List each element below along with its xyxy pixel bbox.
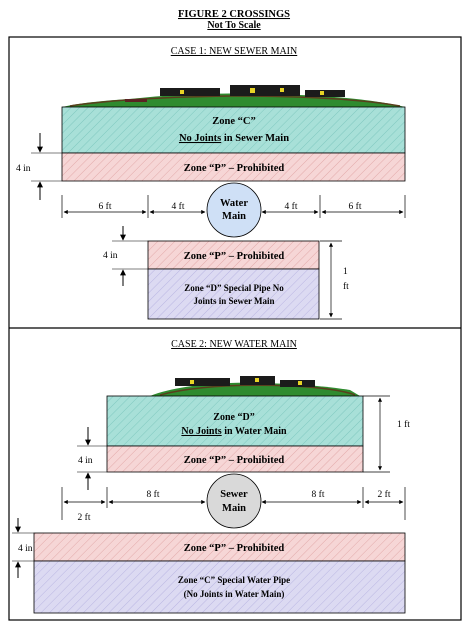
case1-dim-d2: 4 ft: [172, 201, 185, 212]
case1-dim-right-2: ft: [343, 281, 349, 292]
case2-zone-d-text: No Joints in Water Main: [181, 426, 287, 437]
case2-zone-c: [33, 560, 406, 614]
case2-zone-d-no-joints: No Joints: [181, 426, 221, 437]
case1-ground: [62, 85, 405, 107]
case2-4in-marker-bottom: [12, 518, 34, 578]
case1-4in-marker: [31, 133, 62, 200]
case1-zone-d-line1: Zone “D” Special Pipe No: [184, 283, 284, 293]
case2-dim-right-top: 1 ft: [397, 419, 410, 430]
case1-zone-c-text: No Joints in Sewer Main: [179, 133, 289, 144]
case1-zone-c-in-sewer: in Sewer Main: [221, 133, 289, 144]
case2-heading: CASE 2: NEW WATER MAIN: [171, 339, 297, 350]
case1-4in-marker-bottom: [112, 226, 148, 286]
case2-dim-far-left: 2 ft: [78, 512, 91, 523]
case1-pipe-line2: Main: [222, 211, 246, 222]
case1-pipe-line1: Water: [220, 198, 248, 209]
case2-zone-p-bottom: [33, 532, 406, 562]
case1-dim-d3: 4 ft: [285, 201, 298, 212]
case1-zone-c: [61, 106, 406, 154]
case1-water-main-pipe: [206, 182, 262, 238]
case2-zone-c-line1: Zone “C” Special Water Pipe: [178, 575, 290, 585]
case1-dim-right-1: 1: [343, 267, 348, 277]
case2-zone-c-line2: (No Joints in Water Main): [184, 589, 285, 599]
case1-zone-c-title: Zone “C”: [212, 116, 255, 127]
case2-pipe-line1: Sewer: [220, 489, 248, 500]
case1-heading: CASE 1: NEW SEWER MAIN: [171, 46, 297, 57]
case2-ground: [150, 376, 360, 396]
figure-subtitle: Not To Scale: [207, 20, 261, 31]
case2-zone-d-title: Zone “D”: [213, 412, 254, 423]
case2-1ft-marker: [363, 395, 390, 473]
case2-4in-marker: [77, 427, 107, 490]
case1-zone-d: [147, 268, 320, 320]
case1-zone-p-top: [61, 152, 406, 182]
case2-zone-p-top-label: Zone “P” – Prohibited: [184, 455, 285, 466]
case1-dim-side-bottom: 4 in: [103, 251, 118, 261]
case1-dim-side-top: 4 in: [16, 164, 31, 174]
case1-dim-d1: 6 ft: [99, 201, 112, 212]
case1-zone-p-top-label: Zone “P” – Prohibited: [184, 163, 285, 174]
case2-sewer-main-pipe: [206, 473, 262, 529]
case1-zone-p-bottom-label: Zone “P” – Prohibited: [184, 251, 285, 262]
case2-horizontal-dims: [61, 487, 406, 520]
case2-dim-far-right: 2 ft: [378, 489, 391, 500]
figure-title: FIGURE 2 CROSSINGS: [178, 9, 290, 20]
case2-dim-side-top: 4 in: [78, 456, 93, 466]
case2-dim-side-bottom: 4 in: [18, 544, 33, 554]
case2-zone-p-top: [106, 445, 364, 473]
case2-zone-p-bottom-label: Zone “P” – Prohibited: [184, 543, 285, 554]
case1-zone-c-no-joints: No Joints: [179, 133, 221, 144]
case1-horizontal-dims: [61, 195, 406, 218]
case1-1ft-marker: [320, 240, 342, 320]
case2-zone-d: [106, 395, 364, 447]
case2-pipe-line2: Main: [222, 503, 246, 514]
case2-dim-right: 8 ft: [312, 489, 325, 500]
case1-zone-d-line2: Joints in Sewer Main: [193, 296, 274, 306]
case2-dim-left: 8 ft: [147, 489, 160, 500]
case2-zone-d-in-water: in Water Main: [222, 426, 287, 437]
case1-dim-d4: 6 ft: [349, 201, 362, 212]
